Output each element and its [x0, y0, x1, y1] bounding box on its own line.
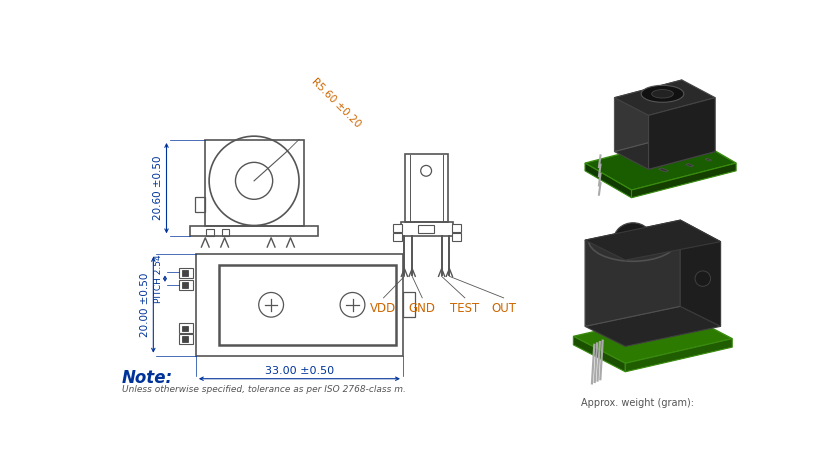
Bar [182, 337, 188, 342]
Text: Note:: Note: [121, 369, 173, 388]
Bar [418, 225, 434, 233]
Polygon shape [573, 337, 625, 372]
Polygon shape [625, 339, 732, 372]
Polygon shape [659, 168, 669, 172]
Polygon shape [585, 307, 721, 346]
Bar [196, 254, 403, 355]
Text: 20.60 ±0.50: 20.60 ±0.50 [153, 156, 163, 220]
Text: TEST: TEST [451, 301, 480, 315]
Ellipse shape [624, 231, 642, 248]
Bar [451, 224, 461, 231]
Bar [179, 280, 193, 290]
Bar [393, 233, 402, 241]
Ellipse shape [614, 223, 652, 257]
Polygon shape [614, 80, 716, 115]
Bar [182, 270, 188, 276]
Text: R5.60 ±0.20: R5.60 ±0.20 [309, 76, 362, 130]
Bar [195, 197, 206, 213]
Text: VDD: VDD [370, 301, 396, 315]
Bar [222, 229, 229, 236]
Text: OUT: OUT [491, 301, 516, 315]
Bar [403, 292, 415, 317]
Bar [219, 265, 396, 345]
Polygon shape [631, 163, 737, 198]
Ellipse shape [641, 85, 684, 102]
Polygon shape [585, 220, 681, 326]
Polygon shape [614, 134, 716, 169]
Bar [206, 229, 214, 236]
Bar [451, 233, 461, 241]
Text: Unless otherwise specified, tolerance as per ISO 2768-class m.: Unless otherwise specified, tolerance as… [121, 385, 405, 394]
Polygon shape [681, 220, 721, 326]
Bar [179, 268, 193, 278]
Text: GND: GND [409, 301, 436, 315]
Text: 33.00 ±0.50: 33.00 ±0.50 [265, 366, 334, 376]
Bar [393, 224, 402, 231]
Polygon shape [585, 136, 737, 190]
Text: 20.00 ±0.50: 20.00 ±0.50 [140, 272, 150, 337]
Polygon shape [585, 220, 721, 260]
Polygon shape [649, 98, 716, 169]
Bar [190, 226, 318, 236]
Circle shape [695, 271, 711, 286]
Bar [182, 325, 188, 331]
Bar [179, 323, 193, 333]
Bar [405, 154, 448, 222]
Polygon shape [573, 312, 732, 363]
Text: PITCH 2.54: PITCH 2.54 [154, 254, 163, 303]
Polygon shape [614, 80, 682, 152]
Bar [206, 140, 304, 226]
Polygon shape [585, 163, 631, 198]
Polygon shape [686, 164, 694, 167]
Ellipse shape [651, 89, 673, 98]
Bar [182, 283, 188, 288]
Bar [179, 334, 193, 344]
Bar [400, 222, 453, 236]
Text: Approx. weight (gram):: Approx. weight (gram): [581, 398, 694, 408]
Polygon shape [705, 158, 711, 161]
